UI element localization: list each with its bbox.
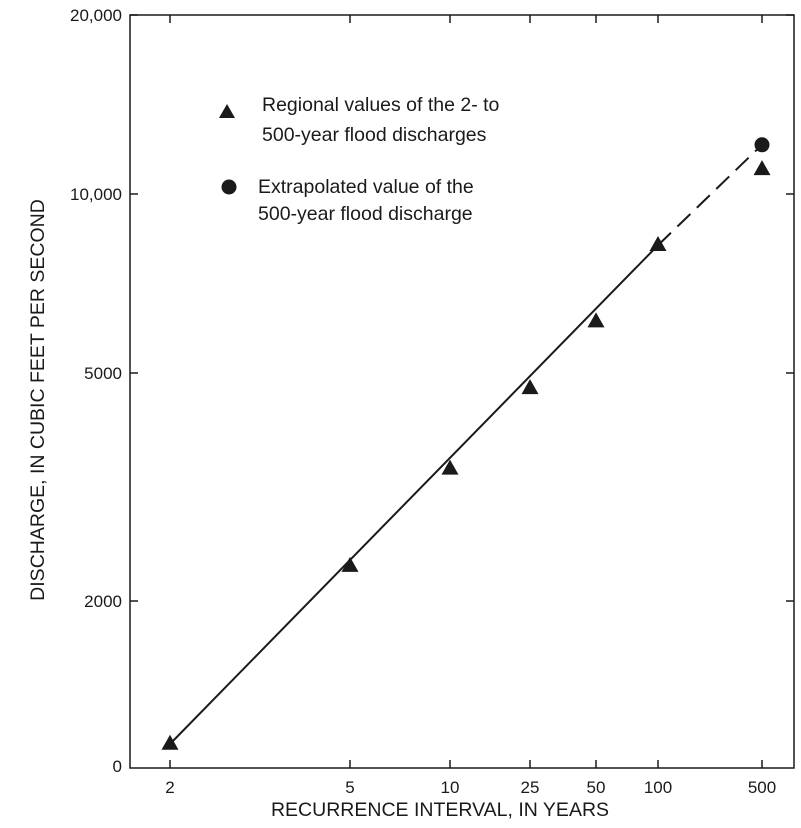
y-tick-label-4: 20,000 bbox=[70, 6, 122, 25]
x-tick-label-500: 500 bbox=[748, 778, 776, 797]
triangle-point-100 bbox=[649, 235, 667, 251]
triangle-point-10 bbox=[441, 459, 459, 475]
x-tick-label-100: 100 bbox=[644, 778, 672, 797]
x-tick-label-2: 2 bbox=[165, 778, 174, 797]
x-tick-label-25: 25 bbox=[521, 778, 540, 797]
plot-frame bbox=[129, 14, 795, 769]
x-tick-label-5: 5 bbox=[345, 778, 354, 797]
lines bbox=[169, 144, 763, 745]
y-tick-label-0: 0 bbox=[113, 757, 122, 776]
x-axis-title: RECURRENCE INTERVAL, IN YEARS bbox=[271, 799, 609, 821]
legend-triangle-line-2: 500-year flood discharges bbox=[262, 124, 487, 146]
circle-point-500 bbox=[754, 137, 770, 153]
x-tick-label-50: 50 bbox=[587, 778, 606, 797]
legend-triangle-line-1: Regional values of the 2- to bbox=[262, 94, 500, 116]
y-tick-label-3: 10,000 bbox=[70, 185, 122, 204]
marks bbox=[161, 137, 771, 750]
triangle-point-50 bbox=[587, 312, 605, 328]
legend-triangle-icon bbox=[219, 104, 235, 118]
y-axis-title: DISCHARGE, IN CUBIC FEET PER SECOND bbox=[27, 199, 49, 601]
legend-circle-icon bbox=[221, 179, 237, 195]
legend-circle-line-2: 500-year flood discharge bbox=[258, 203, 473, 225]
fit-line bbox=[169, 244, 659, 745]
triangle-point-25 bbox=[521, 379, 539, 395]
y-tick-label-1: 2000 bbox=[84, 592, 122, 611]
extrapolation-line bbox=[657, 144, 763, 246]
triangle-point-2 bbox=[161, 734, 179, 750]
triangle-point-500 bbox=[753, 160, 771, 176]
x-tick-label-10: 10 bbox=[441, 778, 460, 797]
legend: Regional values of the 2- to 500-year fl… bbox=[219, 94, 500, 225]
ticks bbox=[130, 14, 794, 768]
y-tick-label-2: 5000 bbox=[84, 364, 122, 383]
legend-circle-line-1: Extrapolated value of the bbox=[258, 176, 474, 198]
triangle-point-5 bbox=[341, 556, 359, 572]
